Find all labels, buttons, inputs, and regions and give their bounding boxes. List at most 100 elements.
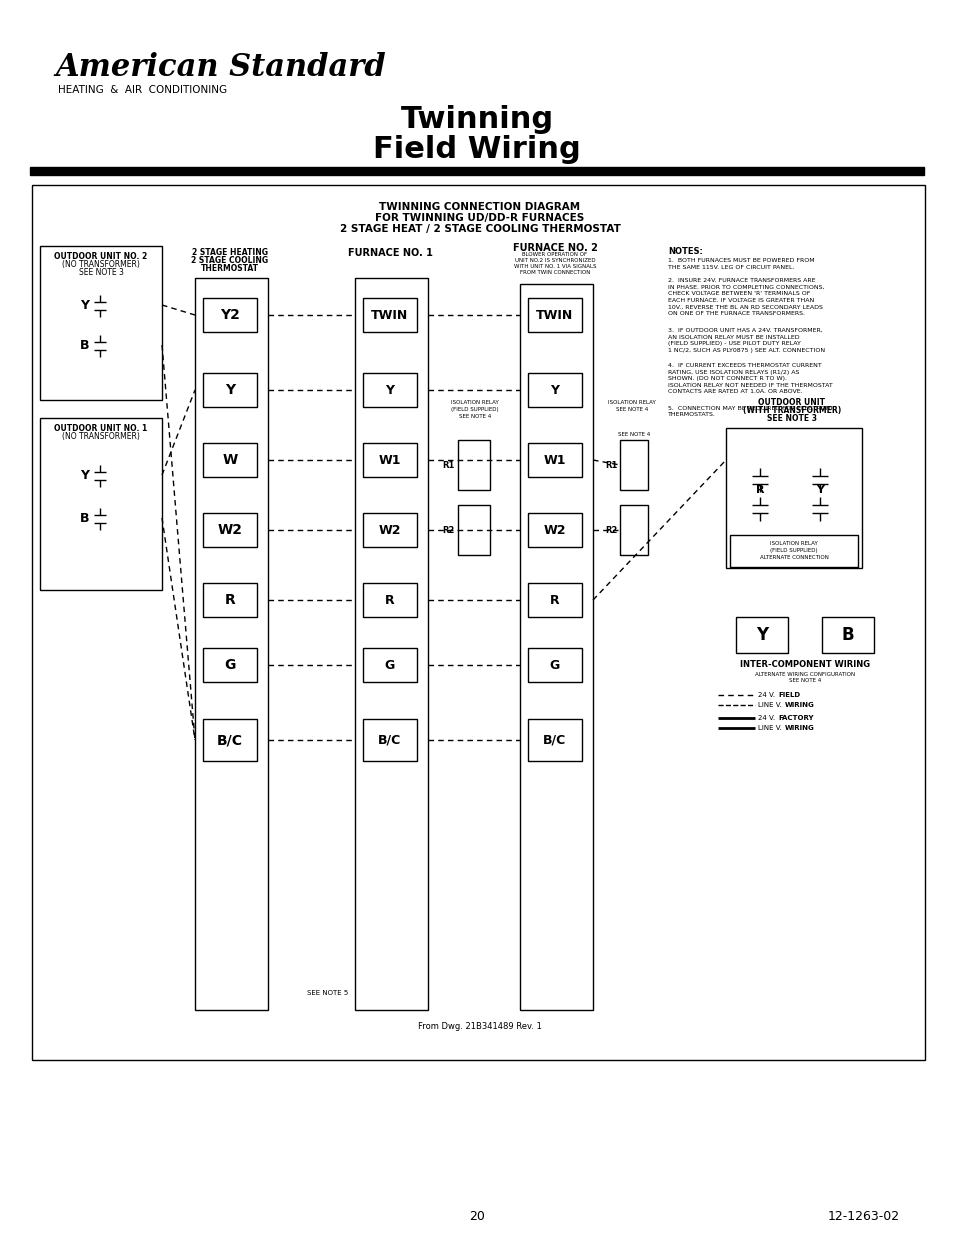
Bar bbox=[203, 648, 256, 682]
Text: B: B bbox=[80, 338, 90, 352]
Bar bbox=[457, 440, 490, 490]
Bar bbox=[527, 443, 581, 477]
Bar bbox=[619, 440, 647, 490]
Text: WIRING: WIRING bbox=[784, 701, 814, 708]
Text: R2: R2 bbox=[605, 526, 618, 535]
Text: (FIELD SUPPLIED): (FIELD SUPPLIED) bbox=[451, 408, 498, 412]
Bar bbox=[735, 618, 787, 653]
Text: OUTDOOR UNIT: OUTDOOR UNIT bbox=[758, 398, 824, 408]
Bar bbox=[363, 648, 416, 682]
Bar bbox=[527, 513, 581, 547]
Text: ISOLATION RELAY: ISOLATION RELAY bbox=[607, 400, 655, 405]
Text: B: B bbox=[80, 511, 90, 525]
Bar bbox=[363, 583, 416, 618]
Text: SEE NOTE 4: SEE NOTE 4 bbox=[618, 432, 649, 437]
Bar bbox=[457, 505, 490, 555]
Text: R1: R1 bbox=[442, 461, 455, 469]
Text: Y: Y bbox=[225, 383, 234, 396]
Text: W2: W2 bbox=[378, 524, 401, 536]
Bar bbox=[30, 167, 923, 175]
Text: 2.  INSURE 24V. FURNACE TRANSFORMERS ARE
IN PHASE. PRIOR TO COMPLETING CONNECTIO: 2. INSURE 24V. FURNACE TRANSFORMERS ARE … bbox=[667, 278, 823, 316]
Text: WIRING: WIRING bbox=[784, 725, 814, 731]
Text: B/C: B/C bbox=[543, 734, 566, 746]
Bar bbox=[203, 443, 256, 477]
Bar bbox=[363, 373, 416, 408]
Text: FURNACE NO. 2: FURNACE NO. 2 bbox=[512, 243, 597, 253]
Text: BLOWER OPERATION OF: BLOWER OPERATION OF bbox=[522, 252, 587, 257]
Text: Twinning: Twinning bbox=[400, 105, 553, 135]
Text: B/C: B/C bbox=[378, 734, 401, 746]
Text: UNIT NO.2 IS SYNCHRONIZED: UNIT NO.2 IS SYNCHRONIZED bbox=[515, 258, 595, 263]
Bar bbox=[32, 185, 924, 1060]
Text: W2: W2 bbox=[217, 522, 242, 537]
Text: 4.  IF CURRENT EXCEEDS THERMOSTAT CURRENT
RATING, USE ISOLATION RELAYS (R1/2) AS: 4. IF CURRENT EXCEEDS THERMOSTAT CURRENT… bbox=[667, 363, 832, 394]
Text: SEE NOTE 4: SEE NOTE 4 bbox=[616, 408, 647, 412]
Text: (NO TRANSFORMER): (NO TRANSFORMER) bbox=[62, 432, 140, 441]
Text: American Standard: American Standard bbox=[55, 52, 385, 83]
Text: 24 V.: 24 V. bbox=[758, 692, 774, 698]
Bar bbox=[203, 719, 256, 761]
Bar bbox=[363, 719, 416, 761]
Text: ALTERNATE WIRING CONFIGURATION: ALTERNATE WIRING CONFIGURATION bbox=[754, 672, 854, 677]
Text: TWIN: TWIN bbox=[536, 309, 573, 321]
Text: W1: W1 bbox=[378, 453, 401, 467]
Bar bbox=[619, 505, 647, 555]
Bar bbox=[363, 513, 416, 547]
Text: FACTORY: FACTORY bbox=[778, 715, 813, 721]
Text: 3.  IF OUTDOOR UNIT HAS A 24V. TRANSFORMER,
AN ISOLATION RELAY MUST BE INSTALLED: 3. IF OUTDOOR UNIT HAS A 24V. TRANSFORME… bbox=[667, 329, 824, 353]
Text: R: R bbox=[224, 593, 235, 606]
Bar bbox=[527, 719, 581, 761]
Text: R: R bbox=[385, 594, 395, 606]
Text: 5.  CONNECTION MAY BE REQUIRED FOR ELECTRONIC
THERMOSTATS.: 5. CONNECTION MAY BE REQUIRED FOR ELECTR… bbox=[667, 405, 836, 417]
Bar bbox=[40, 417, 162, 590]
Bar bbox=[203, 583, 256, 618]
Text: 1.  BOTH FURNACES MUST BE POWERED FROM
THE SAME 115V. LEG OF CIRCUIT PANEL.: 1. BOTH FURNACES MUST BE POWERED FROM TH… bbox=[667, 258, 814, 269]
Text: Y: Y bbox=[815, 485, 823, 495]
Text: OUTDOOR UNIT NO. 1: OUTDOOR UNIT NO. 1 bbox=[54, 424, 148, 433]
Text: B/C: B/C bbox=[216, 734, 243, 747]
Text: R1: R1 bbox=[605, 461, 618, 469]
Bar bbox=[363, 298, 416, 332]
Text: 2 STAGE HEAT / 2 STAGE COOLING THERMOSTAT: 2 STAGE HEAT / 2 STAGE COOLING THERMOSTA… bbox=[339, 224, 619, 233]
Bar bbox=[203, 373, 256, 408]
Text: INTER-COMPONENT WIRING: INTER-COMPONENT WIRING bbox=[740, 659, 869, 669]
Text: HEATING  &  AIR  CONDITIONING: HEATING & AIR CONDITIONING bbox=[58, 85, 227, 95]
Bar bbox=[527, 298, 581, 332]
Text: NOTES:: NOTES: bbox=[667, 247, 702, 256]
Text: R: R bbox=[755, 485, 763, 495]
Bar bbox=[203, 298, 256, 332]
Text: 12-1263-02: 12-1263-02 bbox=[827, 1210, 899, 1223]
Text: Y: Y bbox=[550, 384, 558, 396]
Text: TWINNING CONNECTION DIAGRAM: TWINNING CONNECTION DIAGRAM bbox=[379, 203, 580, 212]
Bar bbox=[527, 373, 581, 408]
Text: (WITH TRANSFORMER): (WITH TRANSFORMER) bbox=[742, 406, 841, 415]
Bar bbox=[821, 618, 873, 653]
Text: Y: Y bbox=[385, 384, 395, 396]
Bar bbox=[729, 535, 857, 567]
Text: 2 STAGE COOLING: 2 STAGE COOLING bbox=[192, 256, 269, 266]
Text: SEE NOTE 4: SEE NOTE 4 bbox=[458, 414, 491, 419]
Bar bbox=[355, 278, 428, 1010]
Text: Y: Y bbox=[80, 299, 90, 311]
Text: LINE V.: LINE V. bbox=[758, 701, 781, 708]
Bar bbox=[203, 513, 256, 547]
Text: WITH UNIT NO. 1 VIA SIGNALS: WITH UNIT NO. 1 VIA SIGNALS bbox=[514, 264, 596, 269]
Bar bbox=[527, 583, 581, 618]
Text: B: B bbox=[841, 626, 854, 643]
Text: Y: Y bbox=[80, 468, 90, 482]
Text: From Dwg. 21B341489 Rev. 1: From Dwg. 21B341489 Rev. 1 bbox=[417, 1023, 541, 1031]
Text: R: R bbox=[550, 594, 559, 606]
Text: G: G bbox=[384, 658, 395, 672]
Text: Y: Y bbox=[755, 626, 767, 643]
Bar bbox=[519, 284, 593, 1010]
Bar bbox=[40, 246, 162, 400]
Text: TWIN: TWIN bbox=[371, 309, 408, 321]
Text: (NO TRANSFORMER): (NO TRANSFORMER) bbox=[62, 261, 140, 269]
Text: W: W bbox=[222, 453, 237, 467]
Text: G: G bbox=[224, 658, 235, 672]
Text: W2: W2 bbox=[543, 524, 566, 536]
Text: LINE V.: LINE V. bbox=[758, 725, 781, 731]
Text: 24 V.: 24 V. bbox=[758, 715, 774, 721]
Text: 20: 20 bbox=[469, 1210, 484, 1223]
Bar bbox=[363, 443, 416, 477]
